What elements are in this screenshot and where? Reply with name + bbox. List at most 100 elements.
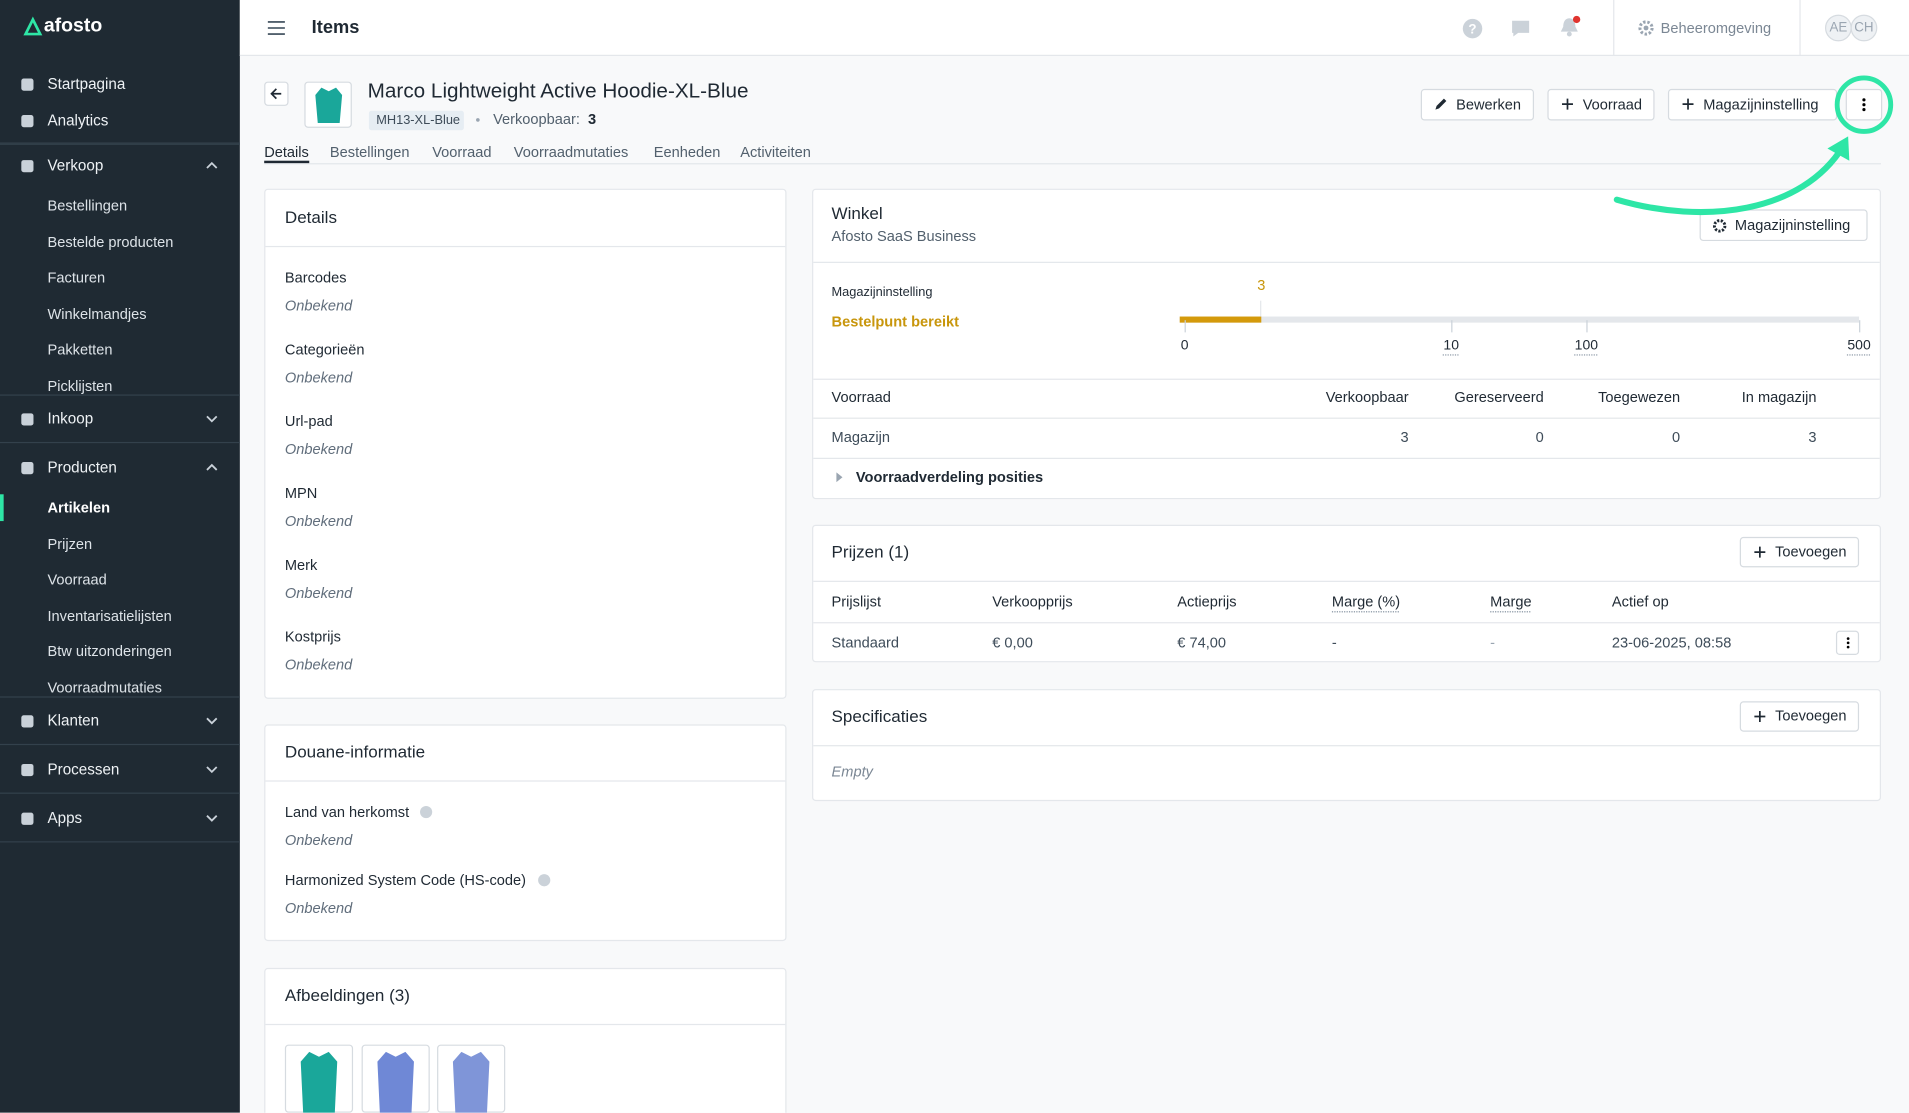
table-cell: Standaard — [831, 634, 899, 652]
nav-subitem[interactable]: Facturen — [47, 269, 106, 287]
details-card — [264, 188, 787, 699]
divider — [265, 1023, 786, 1026]
nav-item[interactable]: Processen — [47, 760, 120, 778]
help-icon: ? — [1462, 18, 1483, 39]
nav-subitem[interactable]: Artikelen — [47, 499, 111, 517]
nav-item[interactable]: Analytics — [47, 112, 109, 130]
divider — [813, 261, 1880, 263]
field-value: Onbekend — [284, 368, 353, 386]
field-label: Kostprijs — [284, 628, 341, 646]
button-label[interactable]: Toevoegen — [1775, 707, 1847, 725]
divider — [813, 417, 1880, 419]
field-value: Onbekend — [284, 512, 353, 530]
tab[interactable]: Eenheden — [653, 143, 721, 161]
plus-icon — [1754, 711, 1766, 722]
expand-toggle[interactable]: Voorraadverdeling posities — [855, 468, 1044, 486]
divider — [813, 457, 1880, 459]
nav-subitem[interactable]: Voorraadmutaties — [47, 679, 162, 697]
nav-subitem[interactable]: Picklijsten — [47, 377, 113, 395]
nav-item[interactable]: Apps — [47, 809, 83, 827]
nav-item[interactable]: Startpagina — [47, 75, 126, 93]
gear-icon — [1712, 219, 1727, 233]
meter-marker — [1260, 300, 1262, 317]
logo-icon — [23, 16, 43, 36]
table-cell: 0 — [1671, 428, 1681, 446]
chat-icon — [1512, 20, 1530, 37]
image-content — [300, 1051, 338, 1113]
nav-subitem[interactable]: Pakketten — [47, 341, 113, 359]
field-value: Onbekend — [284, 440, 353, 458]
nav-subitem[interactable]: Inventarisatielijsten — [47, 607, 172, 625]
card-title: Douane-informatie — [284, 741, 426, 761]
tab[interactable]: Activiteiten — [740, 143, 811, 161]
tab[interactable]: Bestellingen — [329, 143, 410, 161]
nav-item[interactable]: Klanten — [47, 712, 100, 730]
nav-item[interactable]: Verkoop — [47, 157, 104, 175]
button-icon — [1435, 98, 1447, 110]
nav-item[interactable]: Producten — [47, 458, 117, 477]
menu-icon — [267, 21, 285, 36]
action-label[interactable]: Voorraad — [1582, 96, 1643, 114]
nav-item[interactable]: Inkoop — [47, 410, 94, 428]
meter-tick — [1586, 320, 1588, 333]
plus-icon — [1754, 546, 1766, 558]
separator — [1613, 0, 1615, 57]
nav-icon — [21, 812, 34, 825]
nav-subitem[interactable]: Btw uitzonderingen — [47, 643, 172, 661]
tab[interactable]: Voorraad — [432, 143, 492, 161]
nav-icon — [21, 78, 34, 91]
info-icon — [420, 805, 433, 819]
divider — [813, 580, 1880, 582]
highlight-annotation — [1613, 75, 1894, 216]
table-cell: 0 — [1535, 428, 1544, 446]
kebab-icon — [1846, 637, 1850, 649]
divider — [264, 163, 1881, 165]
tab[interactable]: Voorraadmutaties — [513, 143, 629, 161]
settings-button[interactable] — [1699, 209, 1868, 242]
environment-link[interactable]: Beheeromgeving — [1660, 19, 1772, 37]
meter-tick-label: 0 — [1180, 338, 1189, 354]
nav-subitem[interactable]: Winkelmandjes — [47, 305, 147, 323]
field-label: Harmonized System Code (HS-code) — [284, 871, 527, 889]
card-subtitle: Afosto SaaS Business — [831, 227, 977, 245]
button-label[interactable]: Toevoegen — [1775, 542, 1847, 561]
button-label[interactable]: Magazijninstelling — [1734, 216, 1851, 234]
divider — [0, 696, 240, 698]
nav-subitem[interactable]: Prijzen — [47, 535, 93, 553]
action-label[interactable]: Magazijninstelling — [1703, 96, 1819, 114]
action-label[interactable]: Bewerken — [1456, 96, 1522, 114]
divider — [0, 743, 240, 746]
field-value: Onbekend — [284, 297, 353, 315]
nav-subitem[interactable]: Voorraad — [47, 571, 107, 589]
table-cell: - — [1331, 634, 1337, 652]
nav-subitem[interactable]: Bestellingen — [47, 197, 128, 215]
table-header: Marge (%) — [1331, 592, 1401, 610]
divider — [813, 745, 1880, 747]
expand-caret — [836, 472, 843, 483]
page-title: Items — [311, 17, 360, 38]
chevron — [206, 415, 218, 423]
prices-card — [812, 524, 1881, 663]
card-title: Specificaties — [831, 706, 928, 726]
meter-current: 3 — [1257, 276, 1266, 294]
nav-icon — [21, 160, 34, 173]
nav-icon — [21, 413, 34, 426]
tab[interactable]: Details — [264, 143, 309, 161]
back-arrow — [270, 88, 282, 100]
meter-tick-label: 500 — [1847, 338, 1871, 354]
nav-subitem[interactable]: Bestelde producten — [47, 233, 174, 251]
card-title: Afbeeldingen (3) — [284, 984, 410, 1005]
table-cell: Magazijn — [831, 428, 891, 446]
meter-track — [1179, 316, 1860, 323]
field-value: Onbekend — [284, 584, 353, 602]
table-cell: - — [1490, 634, 1496, 652]
table-header: Verkoopbaar — [1325, 388, 1409, 406]
meter-label: Magazijninstelling — [831, 284, 933, 300]
separator — [1799, 0, 1801, 57]
action-button[interactable] — [1667, 88, 1838, 121]
chevron — [206, 463, 218, 471]
chevron — [206, 717, 218, 725]
avatar — [1850, 14, 1878, 42]
kebab-icon — [1862, 98, 1866, 112]
customs-card — [264, 724, 787, 942]
